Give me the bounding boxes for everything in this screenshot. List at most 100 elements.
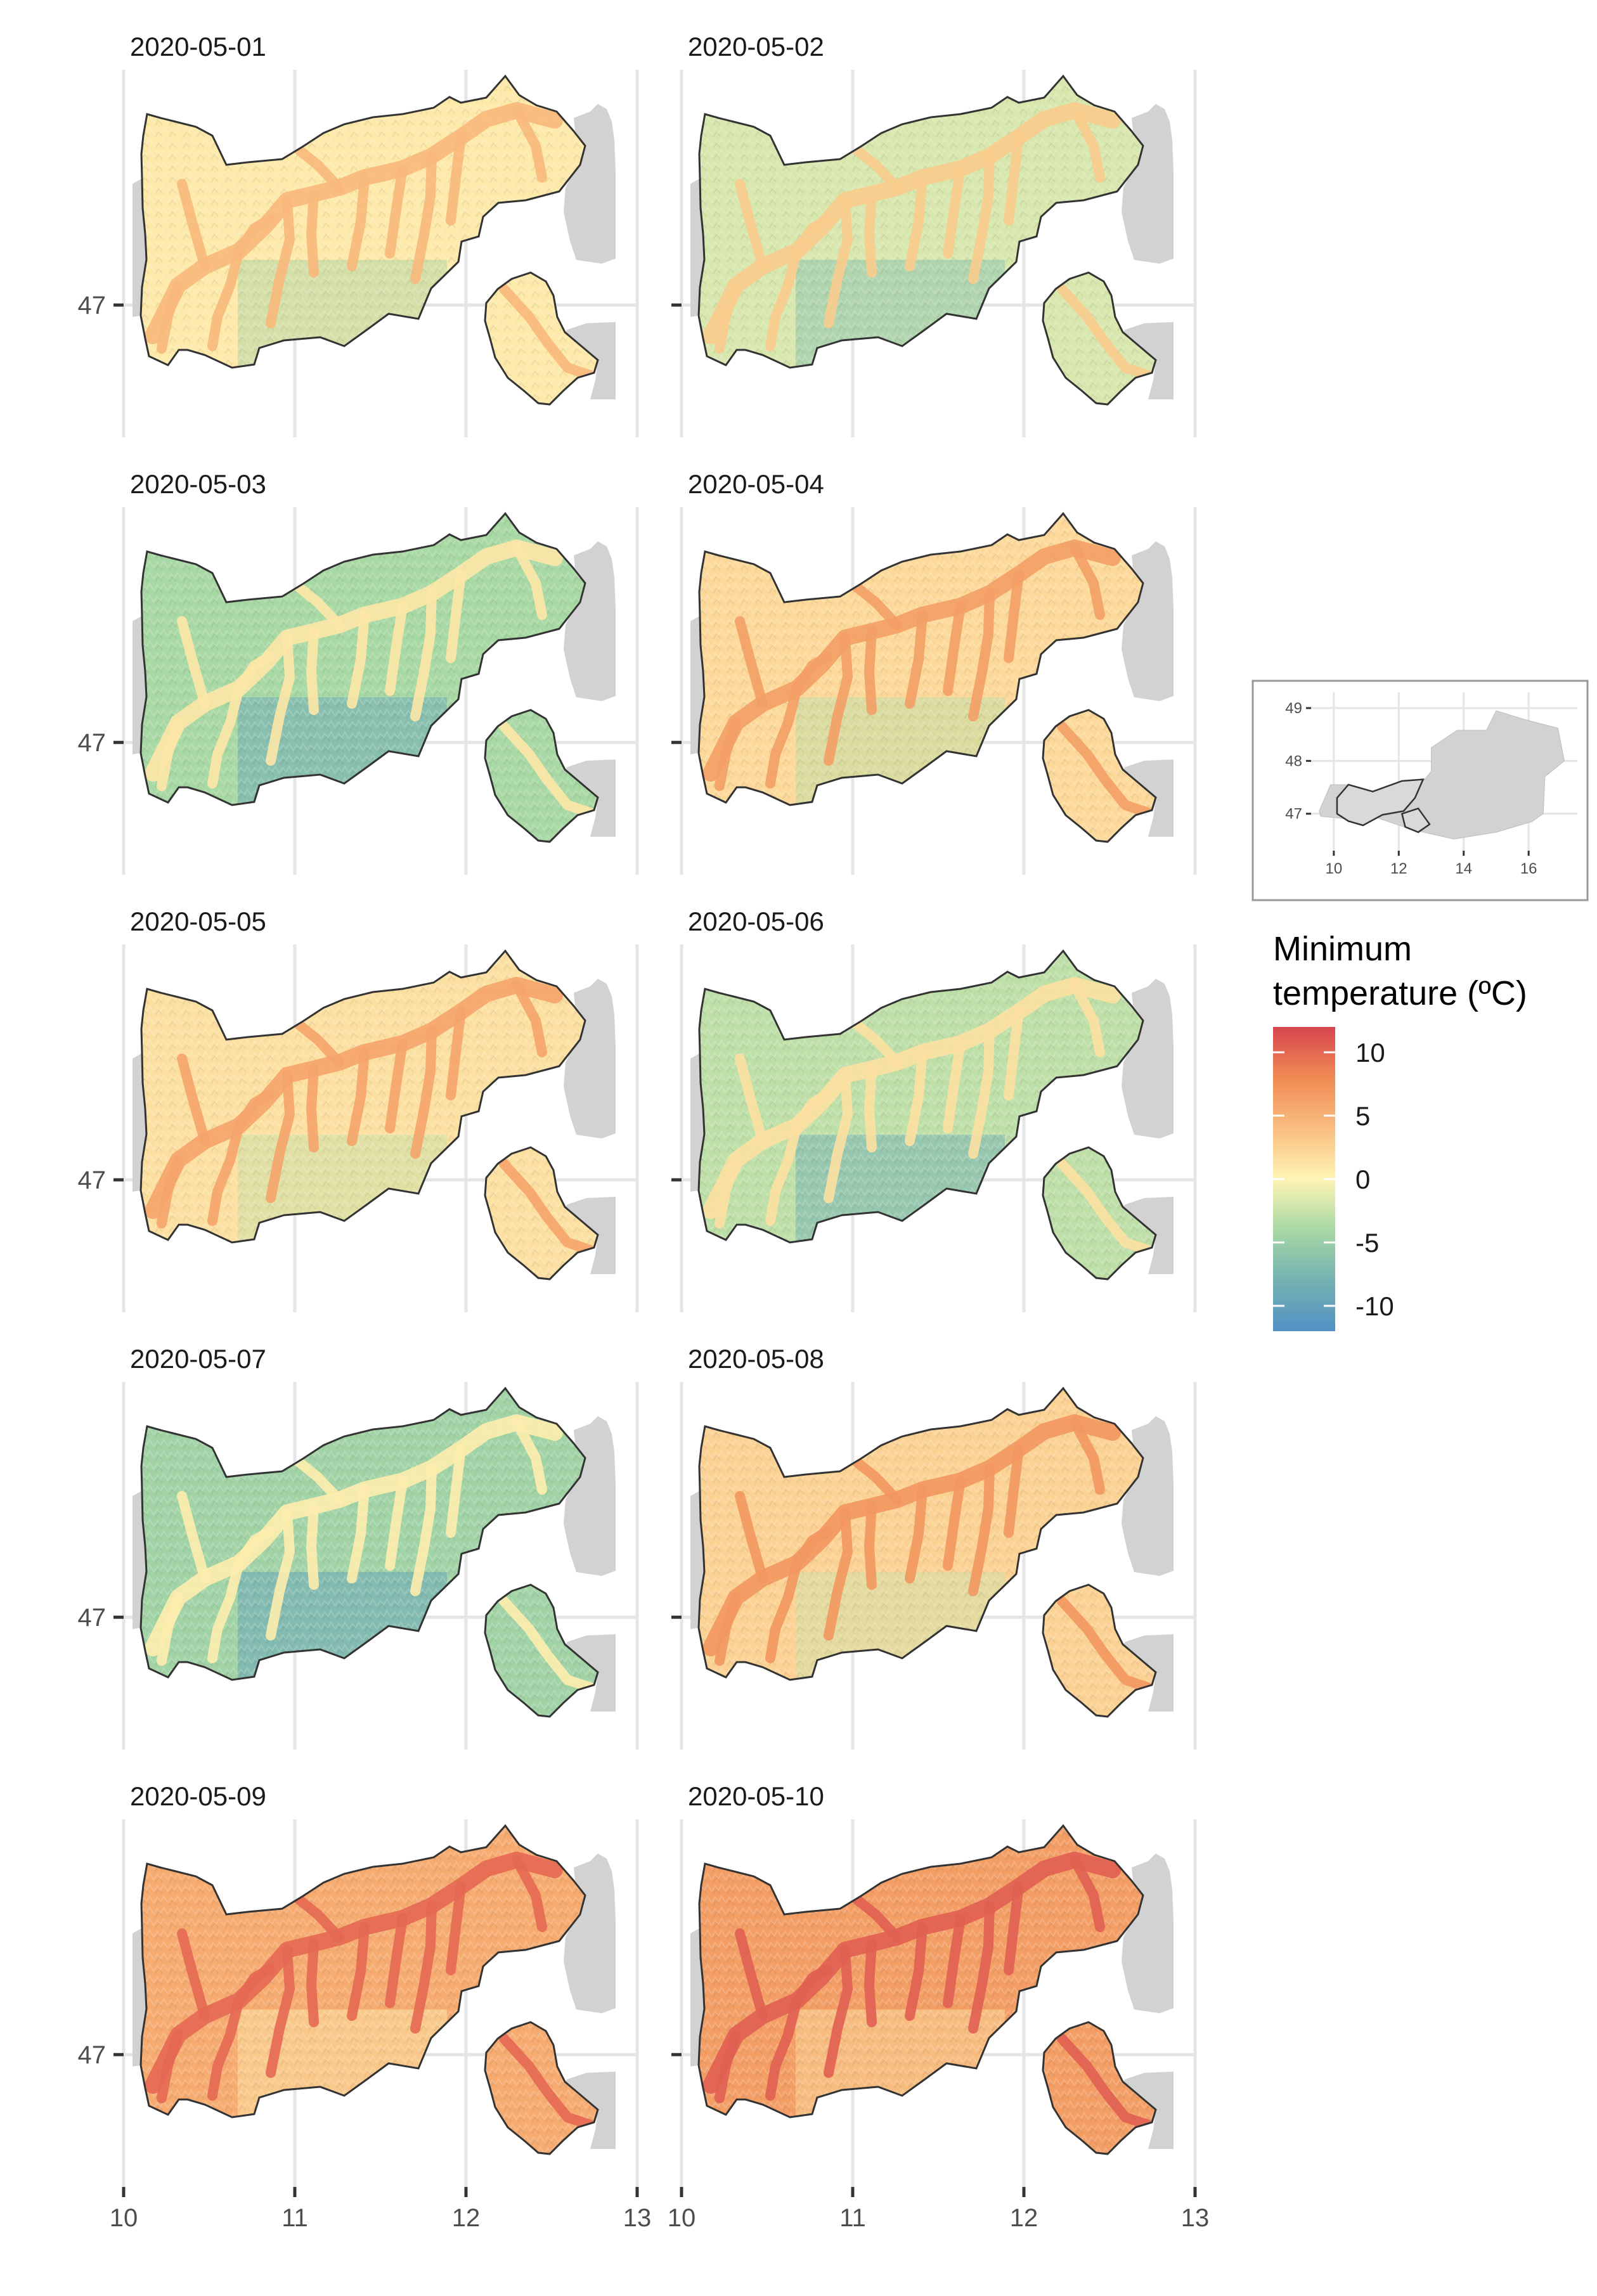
valley-floor-warm-band: [943, 1913, 966, 2008]
east-tyrol-outline: [1042, 271, 1157, 406]
legend-tick-label: -10: [1355, 1291, 1394, 1321]
facet-panel: 2020-05-09 47: [78, 1781, 639, 2187]
valley-floor-warm-band: [943, 1038, 966, 1133]
valley-floor-warm-band: [512, 1855, 547, 1932]
valley-floor-warm-band: [266, 1945, 295, 2078]
neighbor-land: [564, 1416, 616, 1576]
valley-floor-warm-band: [306, 626, 319, 715]
east-tyrol-outline: [484, 1583, 599, 1718]
valley-floor-warm-band: [1057, 1159, 1153, 1255]
valley-floor-warm-band: [207, 683, 244, 789]
valley-floor-warm-band: [1004, 569, 1024, 663]
valley-floor-warm-band: [851, 1457, 902, 1505]
neighbor-land: [564, 541, 616, 701]
y-tick-label: 47: [78, 1166, 107, 1194]
valley-floor-warm-band: [905, 610, 928, 709]
valley-floor-warm-band: [1004, 132, 1024, 226]
valley-floor-warm-band: [792, 1089, 832, 1131]
valley-floor-warm-band: [499, 1159, 595, 1255]
valley-floor-warm-band: [905, 1485, 928, 1583]
valley-floor-warm-band: [499, 721, 595, 818]
valley-floor-warm-band: [905, 172, 928, 271]
valley-floor-warm-band: [1057, 721, 1153, 818]
valley-floor-warm-band: [385, 1476, 408, 1571]
valley-floor-warm-band: [1004, 1444, 1024, 1538]
x-tick-label: 11: [839, 2204, 866, 2232]
valley-floor-warm-band: [446, 1007, 466, 1100]
valley-floor-warm-band: [1070, 105, 1105, 183]
neighbor-land: [1122, 541, 1174, 701]
facet-date-label: 2020-05-08: [688, 1344, 824, 1374]
facet-panel: 2020-05-01 47: [78, 32, 639, 437]
valley-floor-warm-band: [347, 172, 370, 271]
neighbor-land: [564, 104, 616, 264]
valley-floor-warm-band: [499, 284, 595, 380]
neighbor-land: [1122, 1416, 1174, 1576]
north-tyrol-outline: [139, 1824, 586, 2119]
valley-floor-warm-band: [385, 164, 408, 259]
valley-floor-warm-band: [347, 610, 370, 709]
valley-floor-warm-band: [157, 718, 183, 791]
x-tick-label: 12: [1010, 2204, 1038, 2232]
neighbor-land: [564, 1854, 616, 2013]
north-tyrol-outline: [139, 949, 586, 1244]
north-tyrol-outline: [139, 74, 586, 369]
inset-y-tick-label: 49: [1285, 700, 1302, 717]
facet-date-label: 2020-05-03: [130, 469, 266, 499]
y-tick-label: 47: [78, 1604, 107, 1632]
valley-floor-warm-band: [347, 1922, 370, 2021]
valley-floor-warm-band: [792, 1964, 832, 2006]
x-tick-label: 10: [668, 2204, 696, 2232]
valley-floor-warm-band: [207, 1558, 244, 1663]
x-tick-label: 13: [623, 2204, 652, 2232]
facet-date-label: 2020-05-02: [688, 32, 824, 61]
valley-floor-warm-band: [294, 582, 344, 630]
valley-floor-warm-band: [1004, 1007, 1024, 1100]
north-tyrol-outline: [697, 512, 1144, 806]
valley-floor-warm-band: [851, 1894, 902, 1942]
valley-floor-warm-band: [512, 105, 547, 183]
valley-floor-warm-band: [234, 1089, 275, 1131]
valley-floor-warm-band: [765, 683, 802, 789]
neighbor-land: [1122, 979, 1174, 1138]
valley-floor-warm-band: [294, 1457, 344, 1505]
facet-date-label: 2020-05-01: [130, 32, 266, 61]
facet-date-label: 2020-05-10: [688, 1781, 824, 1811]
valley-floor-warm-band: [512, 1417, 547, 1495]
valley-floor-warm-band: [234, 1964, 275, 2006]
valley-floor-warm-band: [824, 633, 853, 766]
valley-floor-warm-band: [499, 1596, 595, 1693]
valley-floor-warm-band: [905, 1047, 928, 1146]
facet-date-label: 2020-05-09: [130, 1781, 266, 1811]
valley-floor-warm-band: [306, 1064, 319, 1152]
valley-floor-warm-band: [177, 179, 210, 271]
valley-floor-warm-band: [446, 1881, 466, 1975]
legend-title-line-2: temperature (ºC): [1273, 974, 1527, 1012]
inset-x-tick-label: 16: [1520, 860, 1537, 877]
valley-floor-warm-band: [1070, 543, 1105, 620]
valley-floor-warm-band: [385, 601, 408, 696]
valley-floor-warm-band: [157, 2030, 183, 2103]
valley-floor-warm-band: [824, 195, 853, 328]
east-tyrol-outline: [484, 271, 599, 406]
east-tyrol-outline: [484, 1146, 599, 1280]
valley-floor-warm-band: [943, 1476, 966, 1571]
valley-floor-warm-band: [234, 1526, 275, 1568]
valley-floor-warm-band: [234, 214, 275, 256]
valley-floor-warm-band: [410, 1900, 437, 2034]
valley-floor-warm-band: [266, 195, 295, 328]
neighbor-land: [564, 979, 616, 1138]
valley-floor-warm-band: [1004, 1881, 1024, 1975]
valley-floor-warm-band: [446, 569, 466, 663]
valley-floor-warm-band: [177, 1928, 210, 2021]
facet-date-label: 2020-05-06: [688, 906, 824, 936]
valley-floor-warm-band: [864, 1938, 877, 2027]
valley-floor-warm-band: [499, 2034, 595, 2130]
facet-panel: 2020-05-05 47: [78, 906, 639, 1312]
valley-floor-warm-band: [207, 1996, 244, 2101]
valley-floor-warm-band: [266, 1070, 295, 1203]
valley-floor-warm-band: [735, 1928, 768, 2021]
facet-panels: 2020-05-01472020-05-022020-05-03472020-0…: [78, 32, 1197, 2187]
y-tick-label: 47: [78, 729, 107, 757]
north-tyrol-outline: [139, 1386, 586, 1681]
